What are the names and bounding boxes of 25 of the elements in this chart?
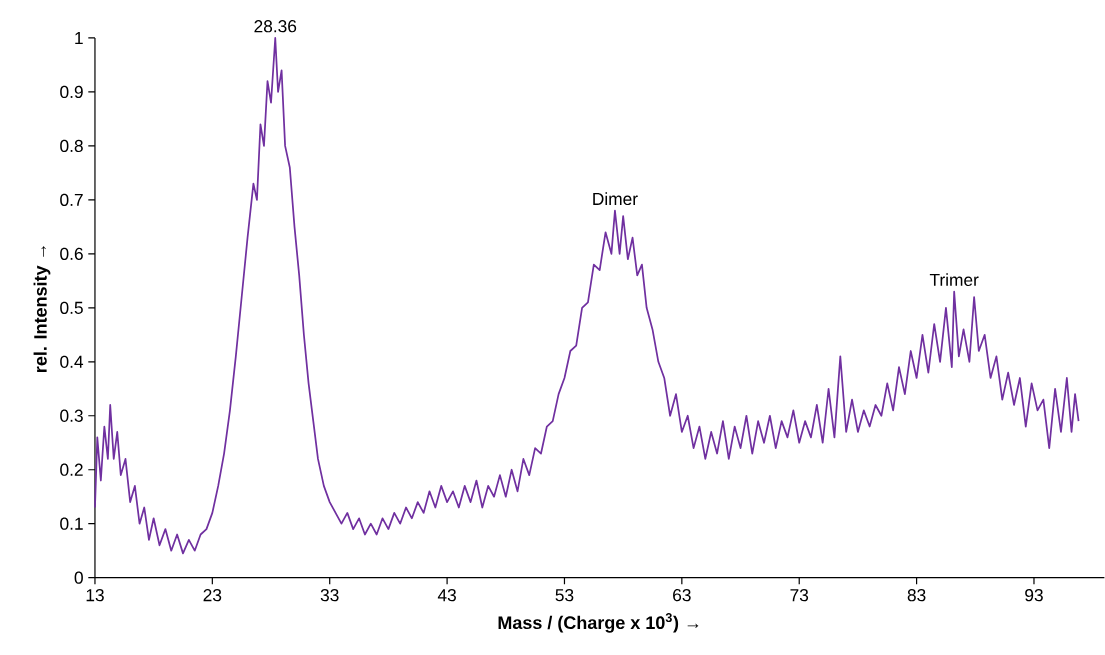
y-tick-label: 0.5 bbox=[60, 301, 83, 315]
y-tick-label: 0.8 bbox=[60, 139, 83, 153]
y-tick-label: 0 bbox=[74, 571, 83, 584]
x-tick-label: 13 bbox=[86, 589, 104, 602]
x-tick-label: 93 bbox=[1025, 589, 1043, 602]
y-tick-label: 0.7 bbox=[60, 193, 83, 207]
x-tick-label: 53 bbox=[555, 589, 574, 602]
x-tick-label: 43 bbox=[437, 589, 456, 602]
x-tick-label: 83 bbox=[907, 589, 926, 602]
y-tick-label: 0.2 bbox=[60, 463, 83, 477]
y-tick-label: 1 bbox=[75, 32, 83, 45]
y-tick-label: 0.6 bbox=[60, 247, 83, 261]
x-tick-label: 33 bbox=[320, 589, 339, 602]
x-tick-label: 63 bbox=[673, 589, 691, 602]
y-tick-label: 0.1 bbox=[60, 517, 83, 531]
x-axis-title: Mass / (Charge x 10$^{3}$) → bbox=[498, 613, 699, 633]
y-tick-label: 0.9 bbox=[60, 85, 83, 99]
x-tick-label: 73 bbox=[790, 589, 809, 602]
y-tick-label: 0.3 bbox=[60, 409, 83, 423]
y-axis-title: rel. Intensity → bbox=[33, 246, 51, 373]
annotation: Dimer bbox=[593, 192, 638, 206]
x-tick-label: 23 bbox=[203, 589, 222, 602]
annotation: 28.36 bbox=[254, 20, 297, 33]
annotation: Trimer bbox=[929, 273, 979, 287]
y-tick-label: 0.4 bbox=[60, 355, 84, 369]
